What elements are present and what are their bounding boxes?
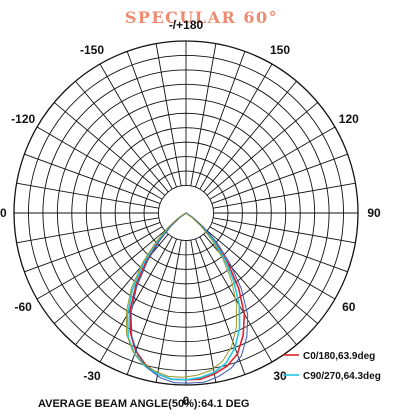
- grid-spoke: [206, 230, 319, 324]
- grid-spoke: [211, 221, 348, 273]
- angle-labels: 0 30 60 90 120 150 -/+180 -150 -120 -90 -60 -30: [0, 18, 381, 408]
- polar-grid: [13, 40, 359, 386]
- grid-spoke: [24, 153, 161, 205]
- series-line-0: [129, 212, 246, 381]
- grid-spoke: [155, 240, 182, 383]
- angle-label: 0: [183, 394, 190, 408]
- grid-spoke: [99, 63, 173, 190]
- grid-spoke: [209, 226, 336, 300]
- grid-spoke: [213, 217, 356, 244]
- grid-spoke: [194, 51, 246, 188]
- grid-spoke: [126, 51, 178, 188]
- angle-label: -60: [15, 300, 33, 314]
- grid-spoke: [190, 240, 217, 383]
- angle-label: -150: [80, 43, 104, 57]
- grid-spoke: [213, 182, 356, 209]
- grid-spoke: [190, 43, 217, 186]
- angle-label: 90: [367, 206, 381, 220]
- grid-spoke: [36, 226, 163, 300]
- angle-label: -90: [0, 206, 7, 220]
- angle-label: 150: [270, 43, 290, 57]
- grid-spoke: [203, 80, 297, 193]
- grid-spoke: [16, 217, 159, 244]
- series-line-1: [126, 212, 241, 381]
- series-shadow-1: [125, 212, 238, 378]
- beam-angle-footer: AVERAGE BEAM ANGLE(50%):64.1 DEG: [38, 398, 250, 410]
- grid-spoke: [36, 126, 163, 200]
- grid-spoke: [53, 102, 166, 196]
- series-shadow-0: [130, 212, 249, 384]
- grid-spoke: [194, 238, 246, 375]
- grid-spoke: [75, 233, 169, 346]
- grid-spoke: [211, 153, 348, 205]
- legend-label-1: C90/270,64.3deg: [303, 371, 381, 382]
- angle-label: 120: [339, 112, 359, 126]
- angle-label: 60: [342, 300, 356, 314]
- grid-spoke: [16, 182, 159, 209]
- grid-spoke: [75, 80, 169, 193]
- legend-label-0: C0/180,63.9deg: [303, 351, 375, 362]
- grid-spoke: [53, 230, 166, 324]
- angle-label: -120: [11, 112, 35, 126]
- grid-spoke: [209, 126, 336, 200]
- grid-spoke: [206, 102, 319, 196]
- grid-spoke: [155, 43, 182, 186]
- grid-spoke: [126, 238, 178, 375]
- angle-label: -/+180: [169, 18, 204, 32]
- legend: C0/180,63.9deg C90/270,64.3deg: [283, 351, 381, 382]
- angle-label: 30: [273, 369, 287, 383]
- angle-label: -30: [83, 369, 101, 383]
- grid-spoke: [24, 221, 161, 273]
- grid-spoke: [199, 63, 273, 190]
- series-group: [125, 212, 249, 384]
- chart-title: SPECULAR 60°: [124, 8, 279, 27]
- grid-spoke: [99, 236, 173, 363]
